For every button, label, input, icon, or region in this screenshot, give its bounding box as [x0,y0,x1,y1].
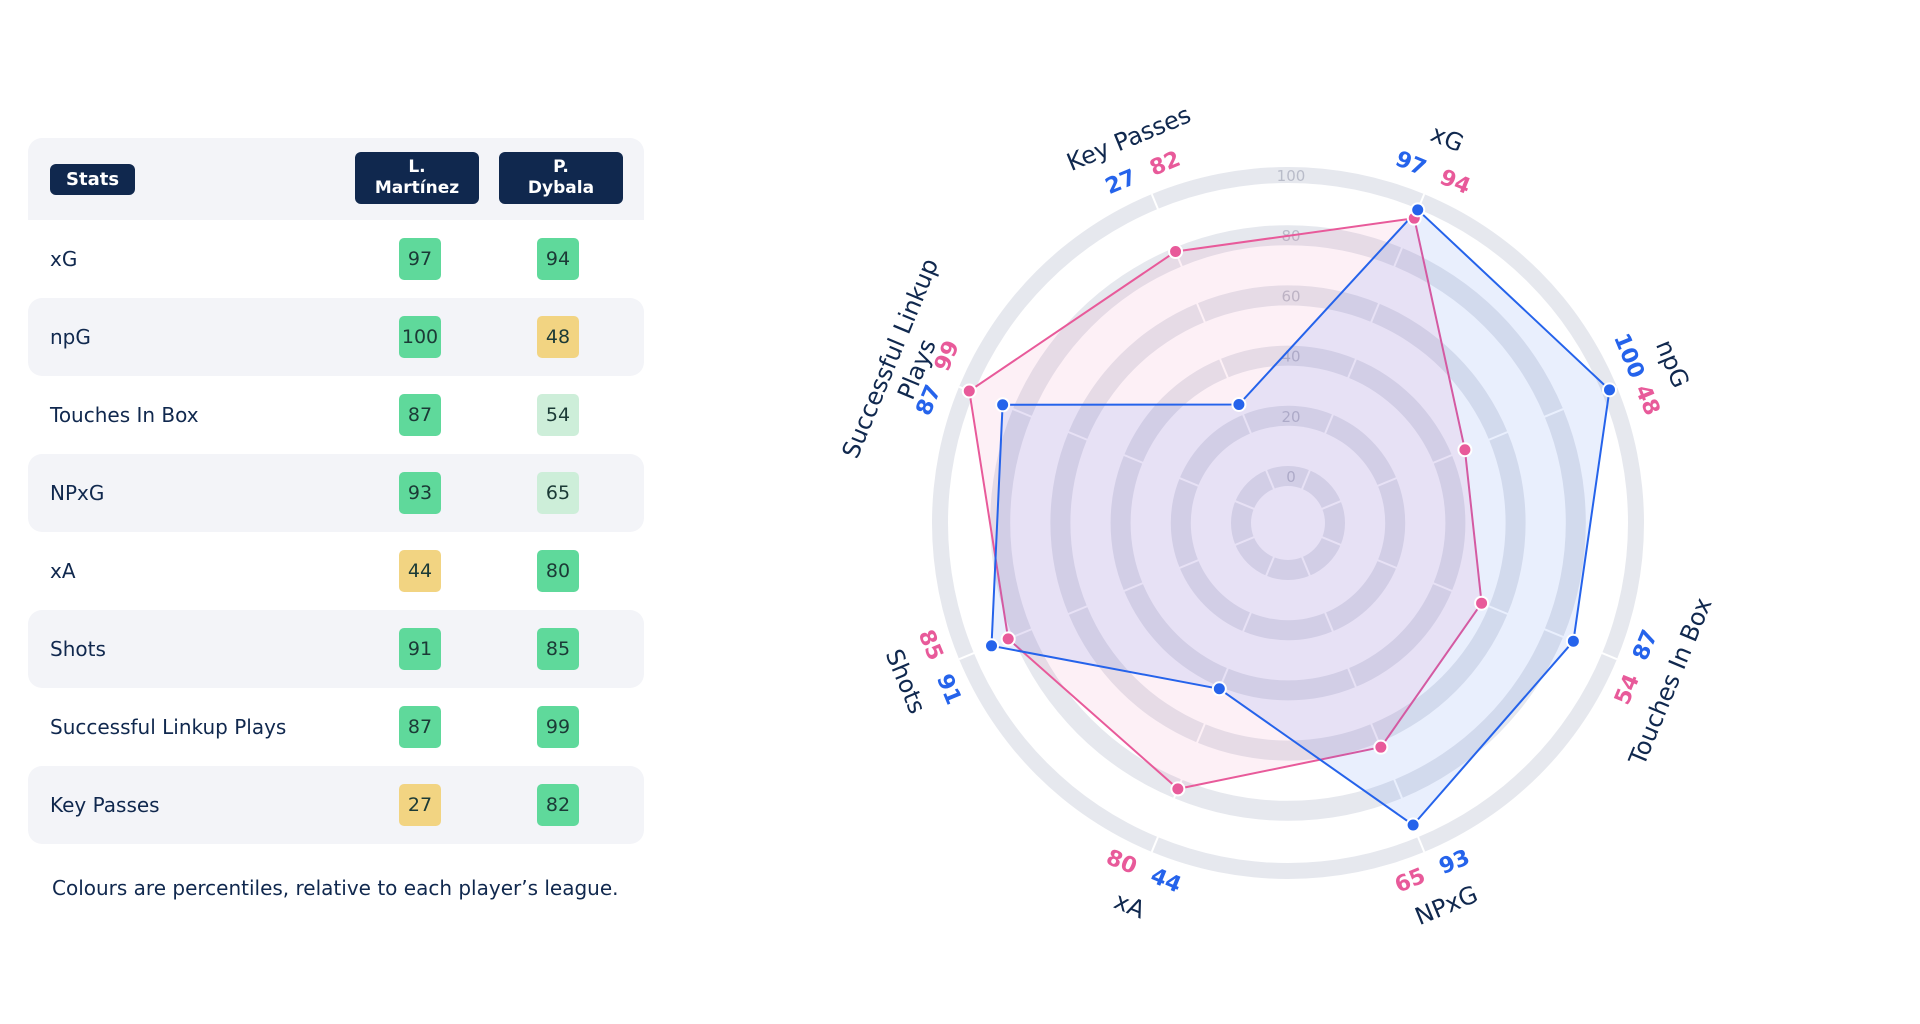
point-martinez [1410,202,1426,218]
value-label-dybala: 94 [1436,165,1474,200]
grid-spoke [1150,554,1276,853]
point-dybala [1457,442,1473,458]
table-row: xG 97 94 [28,220,644,298]
stat-label: Shots [50,637,106,661]
stat-label: xG [50,247,78,271]
tick-label: 0 [1286,468,1296,486]
table-header: Stats L. Martínez P. Dybala [28,138,644,220]
value-label-dybala: 82 [1146,147,1184,182]
value-label-martinez: 100 [1608,330,1649,382]
player2-surname: Dybala [527,178,595,198]
stat-label: npG [50,325,91,349]
table-row: Key Passes 27 82 [28,766,644,844]
player2-value: 48 [537,316,579,358]
value-label-martinez: 91 [931,671,966,709]
table-row: Touches In Box 87 54 [28,376,644,454]
point-dybala [1170,781,1186,797]
stats-table: Stats L. Martínez P. Dybala xG 97 94 npG… [28,138,644,844]
value-label-martinez: 87 [1629,626,1664,664]
value-label-dybala: 65 [1391,864,1429,899]
player1-value: 27 [399,784,441,826]
player1-value: 87 [399,394,441,436]
table-row: npG 100 48 [28,298,644,376]
stat-label: Key Passes [50,793,160,817]
value-label-dybala: 48 [1629,381,1664,419]
point-dybala [1168,244,1184,260]
table-row: Successful Linkup Plays 87 99 [28,688,644,766]
player2-value: 94 [537,238,579,280]
value-label-dybala: 85 [913,626,948,664]
value-label-martinez: 44 [1147,864,1185,899]
tick-label: 100 [1277,167,1306,185]
point-dybala [961,383,977,399]
player1-value: 87 [399,706,441,748]
table-row: NPxG 93 65 [28,454,644,532]
player2-value: 85 [537,628,579,670]
grid-spoke [1150,193,1276,492]
table-row: Shots 91 85 [28,610,644,688]
grid-spoke [1300,554,1426,853]
player1-header: L. Martínez [355,152,479,204]
stat-label: NPxG [50,481,105,505]
grid-spoke [1300,193,1426,492]
player1-value: 44 [399,550,441,592]
player2-value: 99 [537,706,579,748]
player1-value: 93 [399,472,441,514]
table-row: xA 44 80 [28,532,644,610]
axis-label: xA [1110,887,1150,925]
value-label-martinez: 93 [1436,845,1474,880]
stat-label: Touches In Box [50,403,199,427]
value-label-dybala: 54 [1610,671,1645,709]
footnote: Colours are percentiles, relative to eac… [52,876,619,900]
point-martinez [1405,817,1421,833]
tick-label: 20 [1281,408,1300,426]
player2-value: 54 [537,394,579,436]
player1-value: 100 [399,316,441,358]
value-label-martinez: 27 [1102,165,1140,200]
point-dybala [1000,631,1016,647]
point-martinez [995,397,1011,413]
axis-label: xG [1427,119,1468,157]
value-label-dybala: 80 [1102,845,1140,880]
player2-value: 82 [537,784,579,826]
player2-initial: P. [553,157,569,177]
grid-ring [1251,486,1325,560]
tick-label: 60 [1281,287,1300,305]
value-label-martinez: 97 [1392,147,1430,182]
stat-label: Successful Linkup Plays [50,715,287,739]
point-martinez [1231,396,1247,412]
player2-value: 80 [537,550,579,592]
player1-value: 97 [399,238,441,280]
stats-header-chip: Stats [50,164,136,195]
player1-value: 91 [399,628,441,670]
point-dybala [1474,595,1490,611]
axis-label: npG [1650,336,1695,392]
player2-value: 65 [537,472,579,514]
player1-surname: Martínez [374,178,460,198]
stat-label: xA [50,559,76,583]
point-martinez [1565,633,1581,649]
player2-header: P. Dybala [499,152,623,204]
point-martinez [1211,681,1227,697]
value-label-dybala: 99 [930,337,965,375]
point-martinez [1602,382,1618,398]
player1-initial: L. [408,157,426,177]
point-dybala [1373,739,1389,755]
point-martinez [984,638,1000,654]
